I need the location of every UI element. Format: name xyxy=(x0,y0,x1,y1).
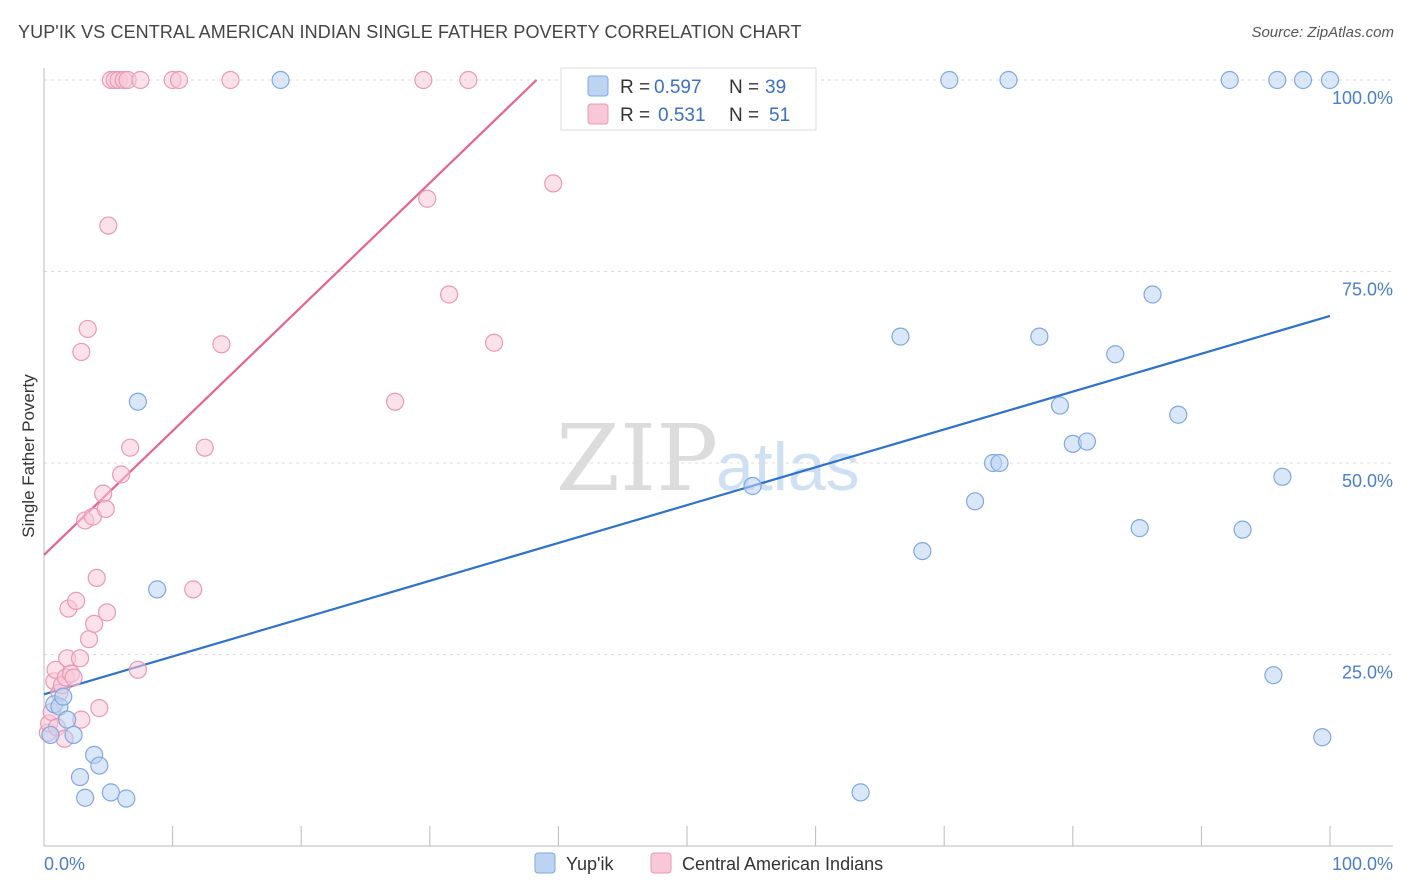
trend-line-yupik xyxy=(43,314,1331,696)
bottom-legend-swatch-yupik xyxy=(534,852,556,874)
bottom-legend-swatch-central-american xyxy=(650,852,672,874)
point-central-american xyxy=(90,699,109,718)
point-yupik xyxy=(1220,70,1239,90)
point-yupik xyxy=(965,492,985,511)
series-legend: Yup'ik Central American Indians xyxy=(534,852,883,874)
correlation-legend: R = 0.597 N = 39 R = 0.531 N = 51 xyxy=(560,67,817,131)
data-points xyxy=(38,70,1340,808)
point-central-american xyxy=(64,668,83,687)
point-central-american xyxy=(459,70,478,90)
point-yupik xyxy=(891,327,910,346)
chart-source: Source: ZipAtlas.com xyxy=(1251,24,1394,41)
watermark: ZIP atlas xyxy=(556,405,860,512)
point-central-american xyxy=(85,614,104,633)
point-yupik xyxy=(1130,519,1149,538)
point-yupik xyxy=(1169,405,1188,424)
point-yupik xyxy=(70,767,90,787)
chart-title: YUP'IK VS CENTRAL AMERICAN INDIAN SINGLE… xyxy=(18,22,802,42)
point-yupik xyxy=(271,70,290,90)
point-yupik xyxy=(1320,70,1340,90)
legend-r-label-yupik: R = xyxy=(620,77,650,98)
y-tick-label-100: 100.0% xyxy=(1332,88,1393,108)
point-central-american xyxy=(385,392,405,411)
point-yupik xyxy=(1268,70,1287,90)
point-yupik xyxy=(1050,396,1070,415)
point-central-american xyxy=(212,335,231,354)
point-central-american xyxy=(131,70,150,90)
point-central-american xyxy=(67,591,86,610)
point-yupik xyxy=(117,789,136,808)
legend-n-label-yupik: N = xyxy=(729,77,759,98)
point-central-american xyxy=(94,484,113,503)
point-yupik xyxy=(1106,345,1125,364)
legend-swatch-yupik xyxy=(587,75,609,97)
point-central-american xyxy=(485,333,504,352)
point-central-american xyxy=(418,189,437,208)
y-tick-label-50: 50.0% xyxy=(1342,471,1393,491)
point-yupik xyxy=(101,783,120,802)
point-yupik xyxy=(913,541,932,561)
legend-n-value-yupik: 39 xyxy=(765,77,786,98)
trend-lines xyxy=(43,79,1331,696)
point-central-american xyxy=(221,70,240,90)
point-yupik xyxy=(1030,327,1049,346)
point-central-american xyxy=(112,465,131,484)
point-yupik xyxy=(64,725,83,745)
legend-n-value-central-american: 51 xyxy=(769,105,790,126)
point-central-american xyxy=(97,603,117,622)
point-central-american xyxy=(184,580,203,599)
legend-n-label-central-american: N = xyxy=(729,105,759,126)
point-yupik xyxy=(1313,728,1332,747)
point-central-american xyxy=(128,660,147,679)
point-central-american xyxy=(544,174,563,193)
point-central-american xyxy=(195,438,214,457)
watermark-zip: ZIP xyxy=(556,405,718,512)
legend-r-label-central-american: R = xyxy=(620,105,650,126)
bottom-legend-label-central-american: Central American Indians xyxy=(682,854,883,874)
point-yupik xyxy=(999,70,1018,90)
point-central-american xyxy=(96,499,115,519)
point-yupik xyxy=(743,476,762,496)
point-yupik xyxy=(940,70,959,90)
point-central-american xyxy=(87,568,106,588)
point-central-american xyxy=(439,285,459,304)
point-yupik xyxy=(76,788,95,807)
point-central-american xyxy=(121,438,140,457)
point-yupik xyxy=(1293,70,1313,90)
point-yupik xyxy=(148,580,167,599)
point-central-american xyxy=(72,342,91,362)
point-central-american xyxy=(414,70,433,90)
y-axis-title: Single Father Poverty xyxy=(19,374,38,538)
point-yupik xyxy=(851,783,870,802)
point-yupik xyxy=(1233,520,1252,539)
point-central-american xyxy=(99,216,118,235)
trend-line-central-american xyxy=(43,79,538,556)
point-yupik xyxy=(1273,467,1292,486)
point-yupik xyxy=(41,725,60,745)
y-tick-label-75: 75.0% xyxy=(1342,280,1393,300)
point-yupik xyxy=(1077,432,1097,451)
point-yupik xyxy=(58,710,77,729)
y-tick-labels: 25.0% 50.0% 75.0% 100.0% xyxy=(1332,88,1393,683)
watermark-atlas: atlas xyxy=(716,429,860,505)
point-yupik xyxy=(128,392,147,411)
point-central-american xyxy=(79,630,99,649)
legend-swatch-central-american xyxy=(587,103,609,125)
point-central-american xyxy=(169,70,189,90)
point-central-american xyxy=(78,319,97,339)
point-yupik xyxy=(1264,666,1283,685)
legend-r-value-central-american: 0.531 xyxy=(658,105,706,126)
point-yupik xyxy=(1143,285,1162,304)
y-tick-label-25: 25.0% xyxy=(1342,663,1393,683)
legend-r-value-yupik: 0.597 xyxy=(654,77,702,98)
grid-lines xyxy=(44,79,1393,655)
point-yupik xyxy=(90,756,109,775)
x-tick-min: 0.0% xyxy=(44,854,85,874)
x-tick-max: 100.0% xyxy=(1332,854,1393,874)
point-central-american xyxy=(70,649,90,668)
point-yupik xyxy=(54,687,73,706)
bottom-legend-label-yupik: Yup'ik xyxy=(566,854,614,874)
point-yupik xyxy=(990,453,1009,473)
